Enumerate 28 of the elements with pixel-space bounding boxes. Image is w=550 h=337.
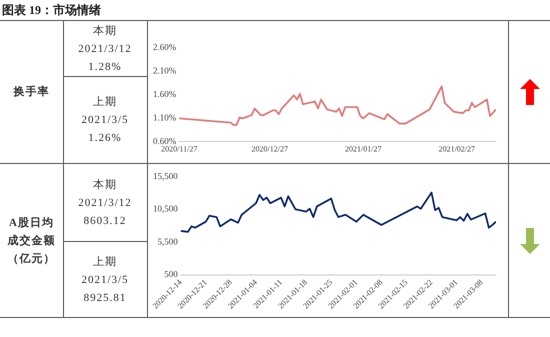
text: 1.26% [87,131,123,146]
y-tick-label: 500 [164,269,178,280]
y-tick-label: 2.60% [152,42,177,52]
y-tick-label: 2.10% [152,65,177,76]
x-tick-label: 2021/02/27 [438,144,476,154]
text: 换手率 [12,84,50,100]
y-tick-label: 5,500 [158,236,178,246]
y-tick-label: 15,500 [153,170,178,181]
y-tick-label: 0.60% [152,136,177,146]
text: 2021/3/12 [77,196,133,210]
text: 上期 [92,254,118,270]
text: 8603.12 [82,214,128,228]
text: 上期 [92,95,118,110]
text: 本期 [92,24,118,38]
text: 2021/3/12 [77,42,133,56]
text: 8925.81 [82,290,128,306]
y-tick-label: 1.60% [152,88,177,99]
y-tick-label: 10,500 [153,204,178,214]
text: 本期 [92,178,118,192]
text: 图表 19：市场情绪 [2,2,101,19]
x-tick-label: 2020/12/27 [252,144,288,154]
text: 1.28% [87,60,123,74]
text: A股日均成交金额（亿元） [6,216,56,266]
text: 2021/3/5 [80,272,130,288]
x-tick-label: 2020/11/27 [161,144,198,154]
x-tick-label: 2021/01/27 [345,144,382,154]
text: 2021/3/5 [80,113,130,128]
y-tick-label: 1.10% [152,112,177,122]
